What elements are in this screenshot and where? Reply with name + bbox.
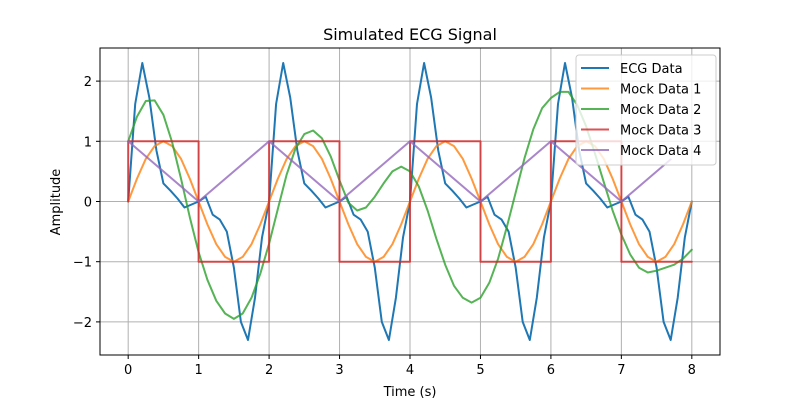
x-tick-label: 1 — [194, 363, 202, 378]
x-tick-label: 8 — [688, 363, 696, 378]
y-tick-label: 1 — [84, 135, 92, 150]
legend-label: Mock Data 2 — [620, 103, 701, 118]
chart-title: Simulated ECG Signal — [323, 25, 497, 44]
legend: ECG Data Mock Data 1 Mock Data 2 Mock Data … — [575, 54, 717, 166]
x-tick-label: 5 — [476, 363, 484, 378]
x-tick-label: 0 — [124, 363, 132, 378]
y-tick-label: −1 — [73, 256, 92, 271]
legend-label: Mock Data 3 — [620, 124, 701, 139]
legend-items: ECG Data Mock Data 1 Mock Data 2 Mock Data … — [581, 62, 701, 159]
y-tick-label: 2 — [84, 75, 92, 90]
x-tick-label: 7 — [617, 363, 625, 378]
y-tick-label: 0 — [84, 196, 92, 211]
x-tick-label: 3 — [335, 363, 343, 378]
x-axis-ticks: 0 1 2 3 4 5 6 7 8 — [124, 355, 696, 378]
series-line-5 — [127, 140, 672, 203]
y-tick-label: −2 — [73, 316, 92, 331]
legend-label: Mock Data 4 — [620, 144, 701, 159]
y-axis-label: Amplitude — [49, 169, 64, 236]
x-tick-label: 2 — [265, 363, 273, 378]
y-axis-ticks: −2 −1 0 1 2 — [73, 75, 100, 331]
legend-label: Mock Data 1 — [620, 83, 701, 98]
legend-label: ECG Data — [620, 62, 683, 77]
series-line-4 — [127, 140, 693, 263]
x-axis-label: Time (s) — [383, 385, 437, 400]
x-tick-label: 6 — [547, 363, 555, 378]
legend-box — [575, 54, 717, 166]
x-tick-label: 4 — [406, 363, 414, 378]
